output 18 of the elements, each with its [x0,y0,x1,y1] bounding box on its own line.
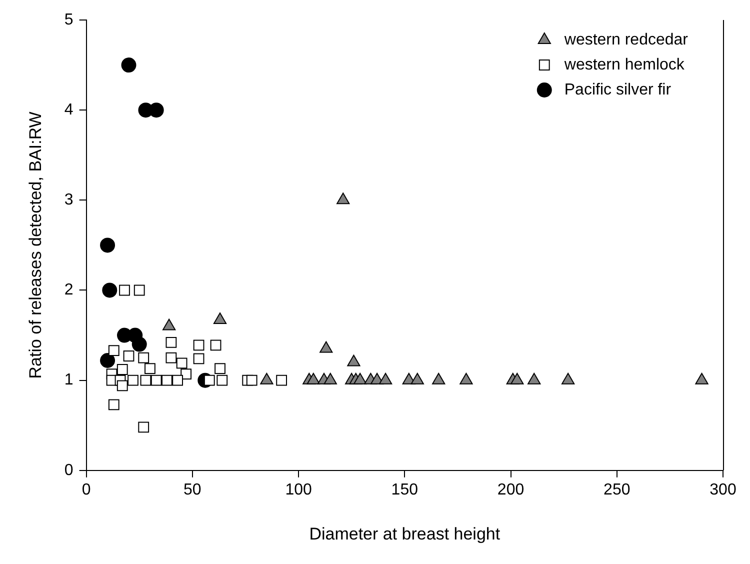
x-tick-label: 100 [285,481,312,498]
y-tick-label: 3 [64,192,74,209]
x-tick-label: 0 [82,481,91,498]
legend-label: western redcedar [563,31,689,48]
y-tick-label: 0 [64,462,74,479]
x-tick-label: 200 [497,481,524,498]
y-tick-label: 4 [64,101,74,118]
legend-label: western hemlock [563,56,686,74]
y-axis-title: Ratio of releases detected, BAI:RW [26,112,45,379]
x-tick-label: 50 [184,481,202,498]
x-tick-label: 150 [391,481,418,498]
x-tick-label: 300 [710,481,736,498]
y-tick-label: 2 [64,282,74,299]
x-tick-label: 250 [604,481,630,498]
y-tick-label: 5 [64,11,74,28]
y-tick-label: 1 [64,372,74,389]
legend-label: Pacific silver fir [564,81,672,98]
x-axis-title: Diameter at breast height [309,524,500,544]
